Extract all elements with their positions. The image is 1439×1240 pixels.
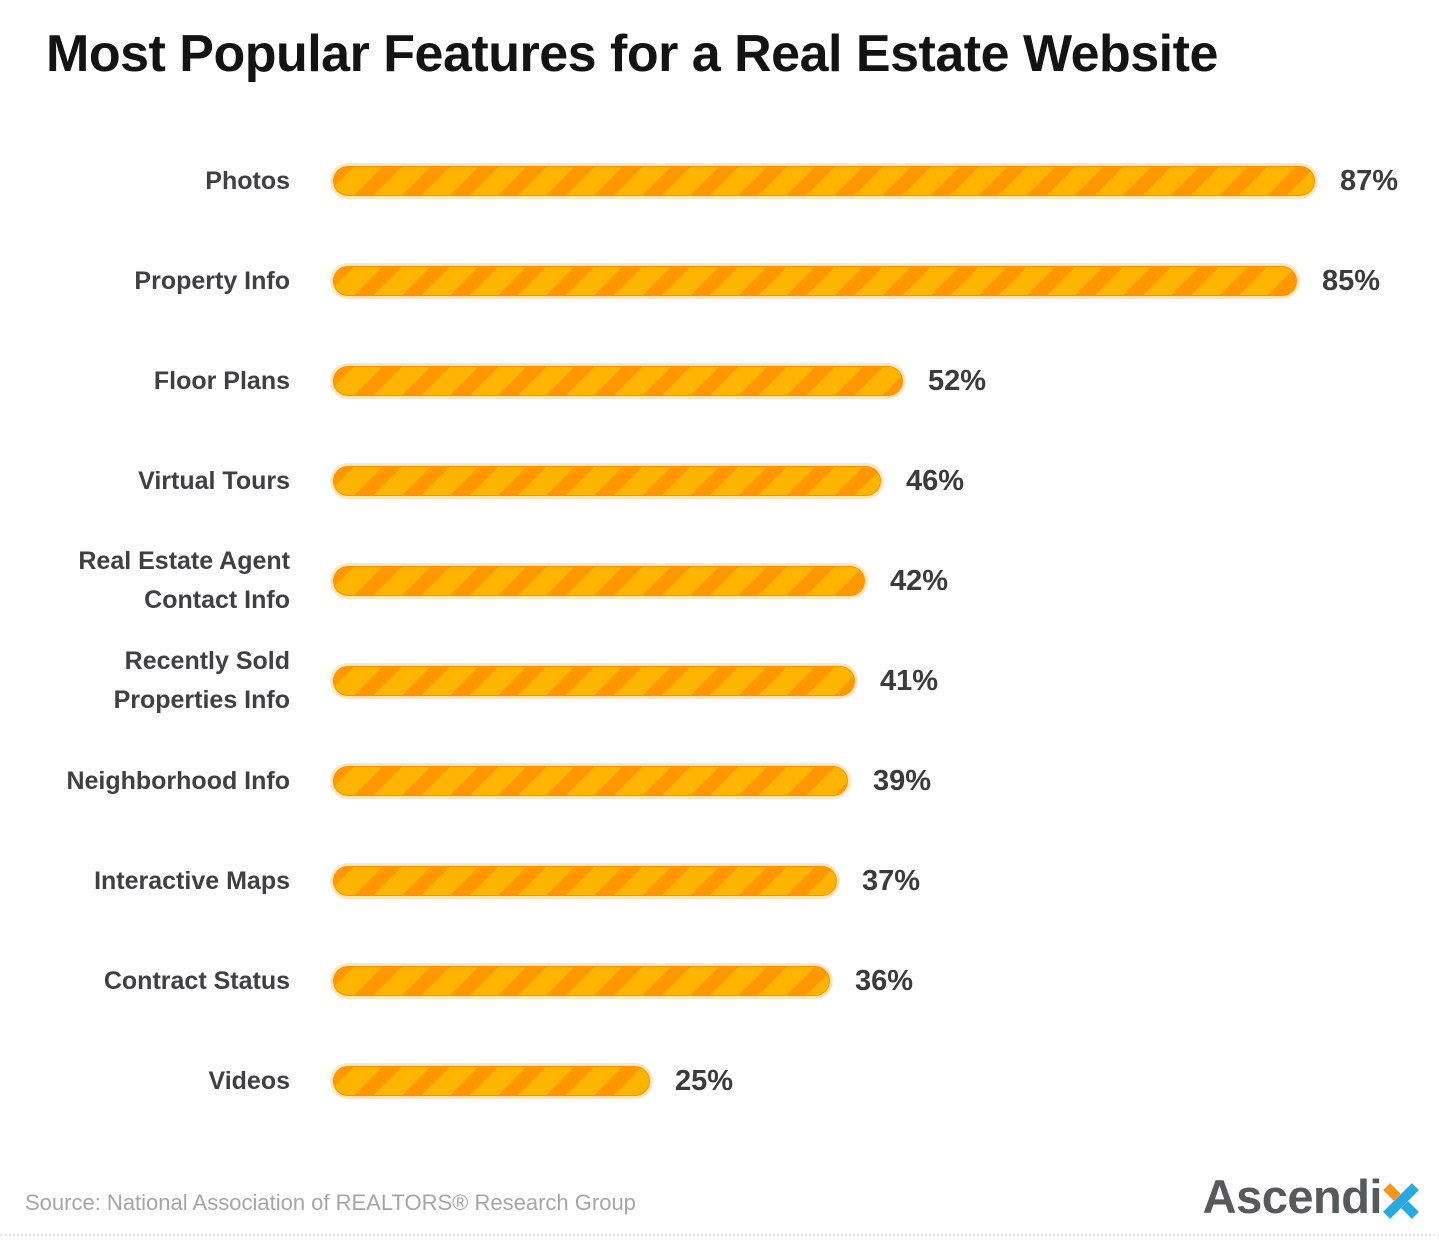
value-label: 39%: [873, 764, 932, 797]
category-label: Floor Plans: [153, 366, 290, 395]
bar: [330, 663, 858, 699]
bar: [330, 963, 833, 999]
value-label: 42%: [890, 564, 949, 597]
value-label: 52%: [928, 364, 987, 397]
bar: [330, 263, 1300, 299]
bar: [330, 163, 1318, 199]
bar: [330, 863, 840, 899]
bar-fill: [333, 1066, 650, 1096]
bar-fill: [333, 666, 855, 696]
bar: [330, 363, 906, 399]
chart-row: Interactive Maps 37%: [0, 831, 1439, 931]
bar-fill: [333, 966, 830, 996]
chart-row: Recently Sold Properties Info 41%: [0, 631, 1439, 731]
category-label: Recently Sold Properties Info: [113, 647, 290, 714]
bar-fill: [333, 766, 848, 796]
chart-row: Property Info 85%: [0, 231, 1439, 331]
chart-title: Most Popular Features for a Real Estate …: [46, 25, 1218, 83]
bar-fill: [333, 566, 865, 596]
chart-row: Contract Status 36%: [0, 931, 1439, 1031]
bottom-divider: [0, 1234, 1439, 1236]
chart-row: Floor Plans 52%: [0, 331, 1439, 431]
value-label: 87%: [1340, 164, 1399, 197]
chart-row: Real Estate Agent Contact Info 42%: [0, 531, 1439, 631]
ascendix-x-icon: [1383, 1183, 1419, 1220]
category-label: Property Info: [134, 266, 290, 295]
chart-row: Neighborhood Info 39%: [0, 731, 1439, 831]
category-label: Videos: [208, 1066, 290, 1095]
bar-fill: [333, 266, 1297, 296]
category-label: Contract Status: [103, 966, 290, 995]
bar-fill: [333, 466, 881, 496]
source-note: Source: National Association of REALTORS…: [25, 1190, 636, 1215]
chart-rows: Photos 87% Property Info 85% Floor Plans…: [0, 131, 1439, 1131]
ascendix-logo-text: Ascendi: [1202, 1170, 1383, 1223]
bar-fill: [333, 866, 837, 896]
category-label: Neighborhood Info: [66, 766, 290, 795]
chart-row: Virtual Tours 46%: [0, 431, 1439, 531]
bar-fill: [333, 166, 1315, 196]
value-label: 25%: [675, 1064, 734, 1097]
category-label: Photos: [205, 166, 290, 195]
category-label: Virtual Tours: [138, 466, 290, 495]
ascendix-logo: Ascendi: [1202, 1170, 1419, 1223]
value-label: 41%: [880, 664, 939, 697]
category-label: Real Estate Agent Contact Info: [78, 547, 290, 614]
value-label: 85%: [1322, 264, 1381, 297]
value-label: 46%: [906, 464, 965, 497]
bar: [330, 1063, 653, 1099]
bar: [330, 563, 868, 599]
bar-chart: Photos 87% Property Info 85% Floor Plans…: [0, 131, 1439, 1131]
chart-row: Videos 25%: [0, 1031, 1439, 1131]
category-label: Interactive Maps: [94, 866, 290, 895]
value-label: 37%: [862, 864, 921, 897]
chart-row: Photos 87%: [0, 131, 1439, 231]
value-label: 36%: [855, 964, 914, 997]
bar-fill: [333, 366, 903, 396]
bar: [330, 763, 851, 799]
bar: [330, 463, 884, 499]
